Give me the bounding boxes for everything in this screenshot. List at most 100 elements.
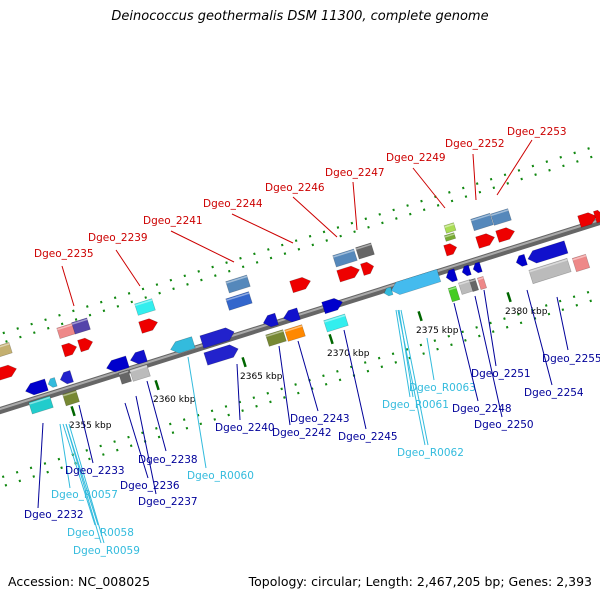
bottom-gene-label-leader-16 <box>135 395 157 495</box>
gene-box-shine-32 <box>118 370 129 375</box>
bottom-gene-label-leader-22 <box>343 329 367 430</box>
gene-arrow-15 <box>360 261 375 276</box>
gene-box-20 <box>490 208 512 226</box>
scale-tick-2 <box>154 379 160 391</box>
gene-box-shine-42 <box>323 314 346 323</box>
top-gene-label-leader-6 <box>352 181 358 231</box>
bottom-gene-label-leader-23 <box>395 309 411 398</box>
scale-label: 2370 kbp <box>327 349 370 359</box>
bottom-gene-label-leader-27 <box>474 295 503 418</box>
gene-arrow-53 <box>527 240 569 264</box>
gene-box-16 <box>443 222 457 234</box>
gene-arrow-25 <box>25 378 49 396</box>
bottom-gene-label-leader-28 <box>483 289 497 367</box>
bottom-gene-label: Dgeo_R0059 <box>73 545 140 557</box>
bottom-gene-label: Dgeo_R0063 <box>409 382 476 394</box>
gene-box-33 <box>129 364 151 382</box>
top-gene-label: Dgeo_2253 <box>507 126 567 138</box>
gene-box-54 <box>528 257 572 285</box>
gene-arrow-44 <box>390 268 442 295</box>
bottom-gene-label: Dgeo_2236 <box>120 480 180 492</box>
bottom-gene-label-leader-19 <box>236 363 241 421</box>
scale-tick-6 <box>506 291 512 303</box>
top-gene-label-leader-2 <box>115 249 141 287</box>
bottom-gene-label: Dgeo_2240 <box>215 422 275 434</box>
gene-arrow-6 <box>77 337 94 353</box>
bottom-gene-label-leader-30 <box>556 296 569 351</box>
bottom-gene-label: Dgeo_2243 <box>290 413 350 425</box>
gene-box-39 <box>265 329 287 347</box>
genome-title: Deinococcus geothermalis DSM 11300, comp… <box>111 9 489 24</box>
gene-arrow-30 <box>106 355 130 373</box>
gene-box-shine-16 <box>444 223 455 228</box>
scale-label: 2365 kbp <box>240 372 283 382</box>
gene-box-shine-19 <box>470 213 491 222</box>
gene-arrow-18 <box>443 243 458 257</box>
bottom-gene-label-leader-10 <box>37 422 44 509</box>
bottom-gene-label: Dgeo_2250 <box>474 419 534 431</box>
gene-arrow-34 <box>170 336 196 354</box>
gene-box-4 <box>71 317 91 335</box>
gene-box-shine-10 <box>225 292 250 302</box>
top-gene-label-leader-4 <box>231 213 294 244</box>
gene-arrow-35 <box>199 327 235 349</box>
gene-box-shine-54 <box>529 259 568 273</box>
bottom-gene-label-leader-25 <box>426 337 435 381</box>
top-gene-label-leader-9 <box>496 139 533 196</box>
gene-box-49 <box>476 275 488 291</box>
gene-arrow-2 <box>0 364 17 381</box>
gene-box-shine-1 <box>0 343 10 348</box>
top-gene-label-leader-5 <box>292 196 338 238</box>
top-gene-label: Dgeo_2235 <box>34 248 94 260</box>
gene-arrow-22 <box>495 227 516 243</box>
scale-tick-5 <box>417 310 423 322</box>
scale-label: 2355 kbp <box>69 421 112 431</box>
top-gene-label: Dgeo_2246 <box>265 182 325 194</box>
bottom-gene-label-leader-13 <box>65 423 102 544</box>
top-gene-label: Dgeo_2252 <box>445 138 505 150</box>
gene-box-12 <box>332 248 358 268</box>
bottom-gene-label-leader-20 <box>278 345 291 426</box>
bottom-gene-label-leader-21 <box>297 340 319 412</box>
top-gene-label: Dgeo_2241 <box>143 215 203 227</box>
gene-box-shine-17 <box>444 233 455 238</box>
gene-box-7 <box>134 298 156 316</box>
bottom-gene-label: Dgeo_R0057 <box>51 489 118 501</box>
gene-arrow-50 <box>461 264 472 277</box>
gene-box-shine-40 <box>284 325 303 333</box>
top-gene-label: Dgeo_2239 <box>88 232 148 244</box>
bottom-gene-label-leader-14 <box>78 404 94 464</box>
gene-arrow-5 <box>61 342 78 358</box>
bottom-gene-label-leader-17 <box>146 380 167 452</box>
gene-arrow-37 <box>262 312 279 328</box>
gene-box-shine-13 <box>355 243 372 250</box>
gene-box-shine-46 <box>448 286 457 291</box>
gene-box-28 <box>28 395 54 415</box>
bottom-gene-label: Dgeo_2238 <box>138 454 198 466</box>
gene-box-shine-28 <box>28 396 51 405</box>
gene-arrow-14 <box>336 265 360 283</box>
bottom-gene-label: Dgeo_2254 <box>524 387 584 399</box>
gene-box-48 <box>468 277 480 293</box>
accession-label: Accession: NC_008025 <box>8 574 151 589</box>
top-gene-label-leader-3 <box>170 230 235 263</box>
gene-box-shine-49 <box>477 277 484 281</box>
gene-arrow-26 <box>47 377 58 388</box>
bottom-gene-label-leader-11 <box>59 423 71 489</box>
gene-box-55 <box>571 253 591 273</box>
topology-label: Topology: circular; Length: 2,467,205 bp… <box>248 574 592 589</box>
gene-arrow-24 <box>593 209 600 224</box>
bottom-gene-label: Dgeo_2245 <box>338 431 398 443</box>
gene-arrow-23 <box>577 212 598 228</box>
gene-box-shine-7 <box>134 299 153 307</box>
scale-tick-4 <box>328 333 334 345</box>
gene-box-40 <box>284 324 306 342</box>
scale-label: 2360 kbp <box>153 395 196 405</box>
gene-box-shine-48 <box>469 279 476 283</box>
scale-tick-3 <box>241 356 247 368</box>
scale-label: 2375 kbp <box>416 326 459 336</box>
scale-label: 2380 kbp <box>505 307 548 317</box>
gene-box-29 <box>62 389 80 407</box>
bottom-gene-label-leader-15 <box>124 402 149 479</box>
bottom-gene-label-leader-24 <box>397 309 426 446</box>
